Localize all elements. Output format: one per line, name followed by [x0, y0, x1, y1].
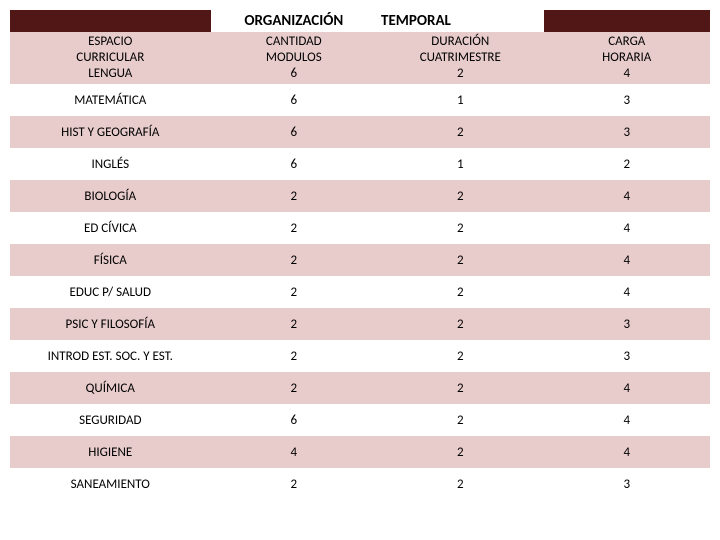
row-value: 4	[211, 436, 377, 468]
table-row: FÍSICA224	[10, 244, 710, 276]
title-temporal: TEMPORAL	[377, 10, 543, 32]
row-value: 2	[377, 436, 543, 468]
header-label: CUATRIMESTRE	[420, 50, 501, 65]
row-value: 4	[544, 276, 711, 308]
row-value: 2	[377, 244, 543, 276]
row-value: 4	[544, 244, 711, 276]
header-espacio: ESPACIO CURRICULAR LENGUA	[10, 32, 211, 84]
header-label: ESPACIO	[88, 34, 132, 49]
row-value: 3	[544, 308, 711, 340]
row-value: 4	[544, 404, 711, 436]
row-label: SANEAMIENTO	[10, 468, 211, 500]
table-row: EDUC P/ SALUD224	[10, 276, 710, 308]
table-row: INTROD EST. SOC. Y EST.223	[10, 340, 710, 372]
row-value: 3	[544, 468, 711, 500]
table-row: BIOLOGÍA224	[10, 180, 710, 212]
header-carga: CARGA HORARIA 4	[544, 32, 711, 84]
row-value: 2	[211, 212, 377, 244]
table-row: INGLÉS612	[10, 148, 710, 180]
title-blank-right	[544, 10, 711, 32]
row-value: 2	[377, 468, 543, 500]
header-label: CARGA	[608, 34, 645, 49]
row-value: 2	[377, 180, 543, 212]
header-cantidad: CANTIDAD MODULOS 6	[211, 32, 377, 84]
table-row: SEGURIDAD624	[10, 404, 710, 436]
header-label: DURACIÓN	[431, 34, 489, 49]
header-label: LENGUA	[88, 66, 132, 81]
row-value: 6	[211, 148, 377, 180]
row-value: 1	[377, 84, 543, 116]
row-value: 6	[211, 84, 377, 116]
row-value: 4	[544, 436, 711, 468]
row-value: 2	[377, 340, 543, 372]
row-value: 4	[544, 372, 711, 404]
row-value: 2	[211, 244, 377, 276]
title-blank-left	[10, 10, 211, 32]
row-value: 2	[211, 372, 377, 404]
table-row: SANEAMIENTO223	[10, 468, 710, 500]
row-label: HIGIENE	[10, 436, 211, 468]
table-body: ORGANIZACIÓN TEMPORAL ESPACIO CURRICULAR…	[10, 10, 710, 500]
row-value: 2	[377, 372, 543, 404]
row-value: 2	[211, 308, 377, 340]
table-row: ED CÍVICA224	[10, 212, 710, 244]
header-label: CANTIDAD	[266, 34, 322, 49]
row-label: ED CÍVICA	[10, 212, 211, 244]
row-value: 2	[377, 212, 543, 244]
header-label: 2	[457, 66, 464, 81]
row-value: 2	[211, 276, 377, 308]
row-value: 3	[544, 340, 711, 372]
title-row: ORGANIZACIÓN TEMPORAL	[10, 10, 710, 32]
header-label: MODULOS	[266, 50, 322, 65]
row-label: QUÍMICA	[10, 372, 211, 404]
row-value: 2	[377, 404, 543, 436]
row-label: INTROD EST. SOC. Y EST.	[10, 340, 211, 372]
row-label: MATEMÁTICA	[10, 84, 211, 116]
table-row: PSIC Y FILOSOFÍA223	[10, 308, 710, 340]
header-label: 6	[291, 66, 298, 81]
header-label: 4	[623, 66, 630, 81]
row-label: EDUC P/ SALUD	[10, 276, 211, 308]
row-value: 4	[544, 180, 711, 212]
row-label: SEGURIDAD	[10, 404, 211, 436]
row-value: 1	[377, 148, 543, 180]
row-label: HIST Y GEOGRAFÍA	[10, 116, 211, 148]
row-value: 3	[544, 84, 711, 116]
table-row: MATEMÁTICA613	[10, 84, 710, 116]
row-label: BIOLOGÍA	[10, 180, 211, 212]
table-row: QUÍMICA224	[10, 372, 710, 404]
row-value: 2	[377, 308, 543, 340]
row-value: 2	[211, 468, 377, 500]
title-organizacion: ORGANIZACIÓN	[211, 10, 377, 32]
header-label: CURRICULAR	[76, 50, 144, 65]
row-value: 2	[544, 148, 711, 180]
row-label: PSIC Y FILOSOFÍA	[10, 308, 211, 340]
row-value: 2	[211, 180, 377, 212]
row-value: 6	[211, 116, 377, 148]
header-duracion: DURACIÓN CUATRIMESTRE 2	[377, 32, 543, 84]
table-row: HIGIENE424	[10, 436, 710, 468]
row-value: 2	[377, 276, 543, 308]
header-label: HORARIA	[602, 50, 651, 65]
table-row: HIST Y GEOGRAFÍA623	[10, 116, 710, 148]
row-value: 4	[544, 212, 711, 244]
row-label: INGLÉS	[10, 148, 211, 180]
header-row: ESPACIO CURRICULAR LENGUA CANTIDAD MODUL…	[10, 32, 710, 84]
row-label: FÍSICA	[10, 244, 211, 276]
row-value: 6	[211, 404, 377, 436]
row-value: 3	[544, 116, 711, 148]
row-value: 2	[377, 116, 543, 148]
schedule-table: ORGANIZACIÓN TEMPORAL ESPACIO CURRICULAR…	[10, 10, 710, 500]
row-value: 2	[211, 340, 377, 372]
